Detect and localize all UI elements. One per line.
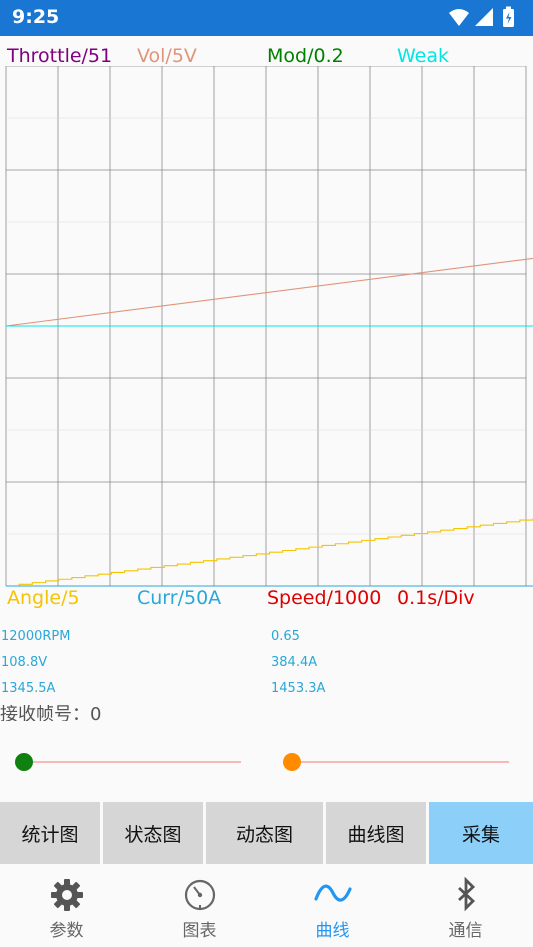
readout-right-1: 0.65 (271, 629, 300, 644)
nav-item-comm[interactable]: 通信 (399, 866, 532, 947)
readout-right-2: 384.4A (271, 655, 318, 670)
gauge-icon (180, 878, 220, 912)
collect-button[interactable]: 采集 (429, 802, 533, 864)
legend-curr: Curr/50A (137, 587, 222, 609)
nav-label-comm: 通信 (448, 921, 483, 941)
slider-left-knob[interactable] (15, 753, 33, 771)
battery-icon (503, 6, 514, 27)
status-time: 9:25 (12, 6, 60, 28)
state-chart-button[interactable]: 状态图 (103, 802, 203, 864)
legend-vol: Vol/5V (137, 45, 197, 67)
legend-weak: Weak (397, 45, 450, 67)
oscilloscope-chart (5, 66, 533, 587)
wifi-icon (449, 9, 469, 26)
received-frame-label: 接收帧号：0 (0, 705, 102, 721)
status-icons (447, 5, 523, 31)
bottom-nav: 参数 图表 曲线 通信 (0, 866, 533, 947)
slider-right-track[interactable] (291, 761, 509, 763)
legend-time-div: 0.1s/Div (397, 587, 475, 609)
stats-chart-button[interactable]: 统计图 (0, 802, 100, 864)
slider-left-track[interactable] (23, 761, 241, 763)
slider-left[interactable] (14, 750, 242, 774)
trace-series-0 (5, 257, 533, 327)
bluetooth-icon (446, 877, 486, 912)
nav-label-curves: 曲线 (315, 921, 350, 941)
gear-icon (47, 878, 87, 912)
nav-label-params: 参数 (49, 921, 84, 941)
legend-angle: Angle/5 (7, 587, 80, 609)
readout-left-2: 108.8V (1, 655, 48, 670)
nav-item-params[interactable]: 参数 (0, 866, 133, 947)
signal-icon (475, 8, 493, 26)
readout-right-3: 1453.3A (271, 681, 326, 696)
chart-traces (5, 257, 533, 587)
readout-left-1: 12000RPM (1, 629, 71, 644)
slider-right-knob[interactable] (283, 753, 301, 771)
legend-throttle: Throttle/51 (7, 45, 113, 67)
trace-series-2 (6, 518, 533, 587)
nav-item-charts[interactable]: 图表 (133, 866, 266, 947)
dynamic-chart-button[interactable]: 动态图 (206, 802, 323, 864)
curve-chart-button[interactable]: 曲线图 (326, 802, 426, 864)
nav-item-curves[interactable]: 曲线 (266, 866, 399, 947)
status-bar: 9:25 (0, 0, 533, 36)
wave-icon (313, 878, 353, 912)
legend-mod: Mod/0.2 (267, 45, 344, 67)
nav-label-charts: 图表 (182, 921, 217, 941)
legend-speed: Speed/1000 (267, 587, 382, 609)
slider-right[interactable] (282, 750, 510, 774)
readout-left-3: 1345.5A (1, 681, 56, 696)
